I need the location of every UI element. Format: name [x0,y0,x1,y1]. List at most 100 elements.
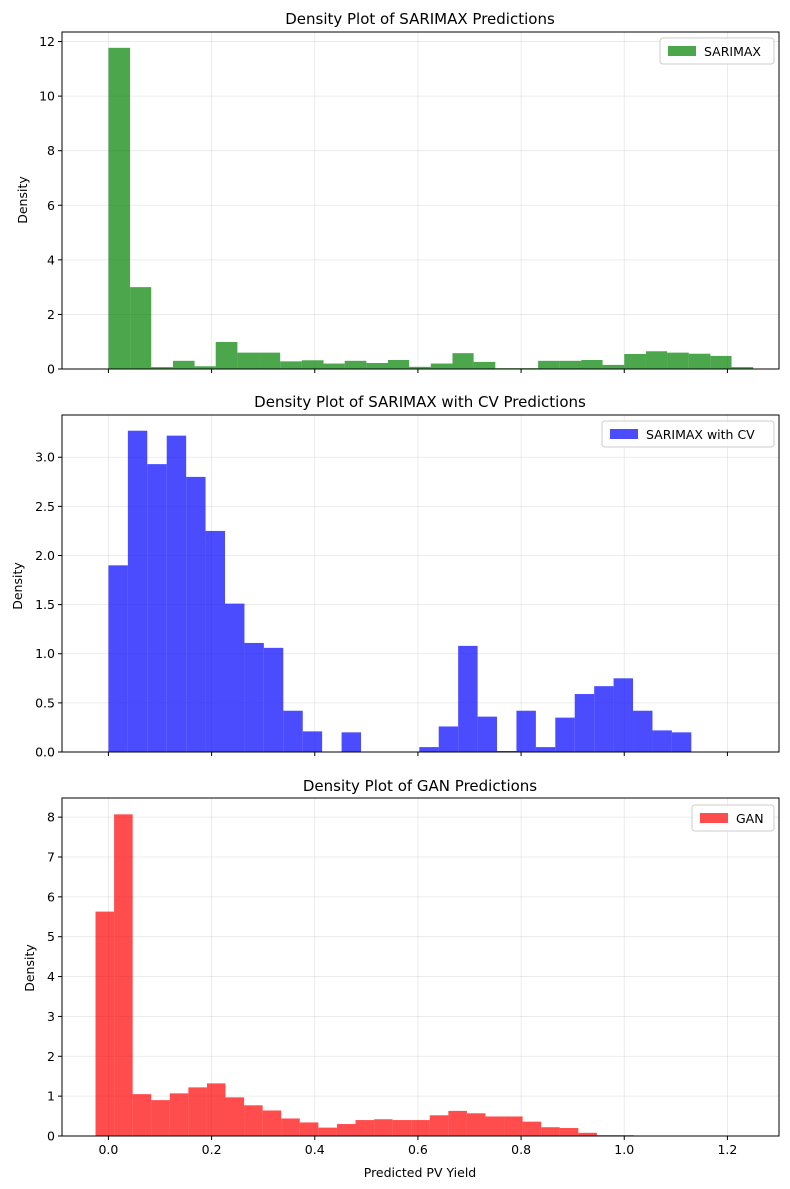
plot-frame [61,31,780,370]
histogram-bar [169,1093,189,1136]
legend-box [601,420,775,448]
histogram-bar [151,1100,170,1136]
histogram-bar [283,710,303,752]
histogram-bar [671,732,692,752]
histogram-bar [578,1132,597,1136]
histogram-bar [151,367,173,369]
axes-frame: 0 2 4 6 8 10 12 [39,31,780,377]
y-tick-label: 10 [39,89,55,104]
histogram-bar [205,530,226,752]
legend-swatch [700,813,728,823]
x-tick-label: 0.0 [98,1142,118,1157]
histogram-bar [344,360,367,369]
plot-frame [61,414,780,753]
histogram-bar [392,1120,412,1136]
histogram-bar [535,747,556,752]
histogram-bar [473,361,496,369]
histogram-bar [388,359,410,369]
histogram-bar [559,1128,579,1136]
histogram-bar [429,1115,449,1136]
y-tick-label: 1.5 [35,597,55,612]
sarimax-density-panel: Density Plot of SARIMAX Predictions Dens… [15,10,780,377]
y-axis-label: Density [15,176,30,224]
legend-box [691,804,775,832]
histogram-bar [613,678,634,752]
axes-frame: 0.0 0.5 1.0 1.5 2.0 2.5 3.0 [35,414,780,760]
legend-label: GAN [736,811,764,826]
y-axis-label: Density [10,562,25,610]
y-tick-label: 0.5 [35,695,55,710]
histogram-bar [485,1116,505,1136]
legend-swatch [668,46,696,56]
histogram-bar [341,732,362,752]
axes-frame: 0.0 0.2 0.4 0.6 0.8 1.0 1.2 0 1 2 3 4 5 6 7 8 [47,797,780,1157]
legend-label: SARIMAX with CV [646,427,755,442]
histogram-bar [731,367,754,369]
sarimax-cv-density-panel: Density Plot of SARIMAX with CV Predicti… [10,393,780,760]
histogram-bar [244,1105,263,1136]
histogram-bar [299,1122,319,1136]
y-tick-label: 6 [47,198,55,213]
histogram-bar [581,359,603,369]
histogram-bar [301,360,324,369]
x-axis-label: Predicted PV Yield [364,1165,476,1180]
x-tick-label: 0.4 [305,1142,325,1157]
x-tick-label: 1.2 [717,1142,737,1157]
histogram-bar [559,360,582,369]
legend-swatch [610,429,638,439]
histogram-bar [215,341,238,369]
histogram-bars [108,430,692,752]
histogram-bar [504,1116,523,1136]
histogram-bar [130,287,152,369]
histogram-bar [194,366,216,369]
y-tick-label: 12 [39,34,55,49]
histogram-bar [624,353,646,369]
y-tick-label: 0 [47,1129,55,1144]
histogram-bar [667,352,689,369]
plot-frame [61,797,780,1137]
x-tick-label: 0.8 [511,1142,531,1157]
legend-label: SARIMAX [704,44,761,59]
y-tick-label: 3 [47,1009,55,1024]
histogram-bar [262,1110,282,1136]
y-tick-label: 7 [47,849,55,864]
y-tick-label: 8 [47,810,55,825]
y-tick-label: 2 [47,1049,55,1064]
histogram-bar [374,1119,393,1136]
histogram-bars [108,47,754,369]
histogram-bar [318,1127,337,1136]
histogram-bar [147,464,167,752]
histogram-bar [355,1120,375,1136]
histogram-bar [419,747,439,752]
histogram-bar [114,814,133,1136]
y-tick-label: 1.0 [35,646,55,661]
histogram-bar [225,603,245,752]
chart-title: Density Plot of SARIMAX Predictions [285,10,555,28]
histogram-bar [108,47,131,369]
histogram-bar [263,647,284,752]
x-tick-label: 1.0 [614,1142,634,1157]
histogram-bar [244,642,264,752]
histogram-bar [166,435,187,752]
y-tick-label: 4 [47,252,55,267]
histogram-bar [172,360,195,369]
gan-density-panel: Density Plot of GAN Predictions Density … [22,777,780,1180]
legend: GAN [691,804,775,832]
histogram-bar [633,710,653,752]
histogram-bar [522,1121,542,1136]
histogram-bar [409,366,431,369]
histogram-bar [281,1118,300,1136]
histogram-bar [710,355,732,369]
histogram-bar [438,726,459,752]
y-tick-label: 2 [47,307,55,322]
y-tick-label: 0 [47,362,55,377]
chart-title: Density Plot of SARIMAX with CV Predicti… [254,393,586,411]
histogram-bar [538,360,560,369]
y-tick-label: 8 [47,143,55,158]
histogram-bar [280,361,302,369]
histogram-bar [127,430,148,752]
histogram-bar [466,1113,486,1136]
histogram-bar [336,1124,356,1136]
histogram-bar [645,351,668,369]
histogram-bar [555,717,575,752]
